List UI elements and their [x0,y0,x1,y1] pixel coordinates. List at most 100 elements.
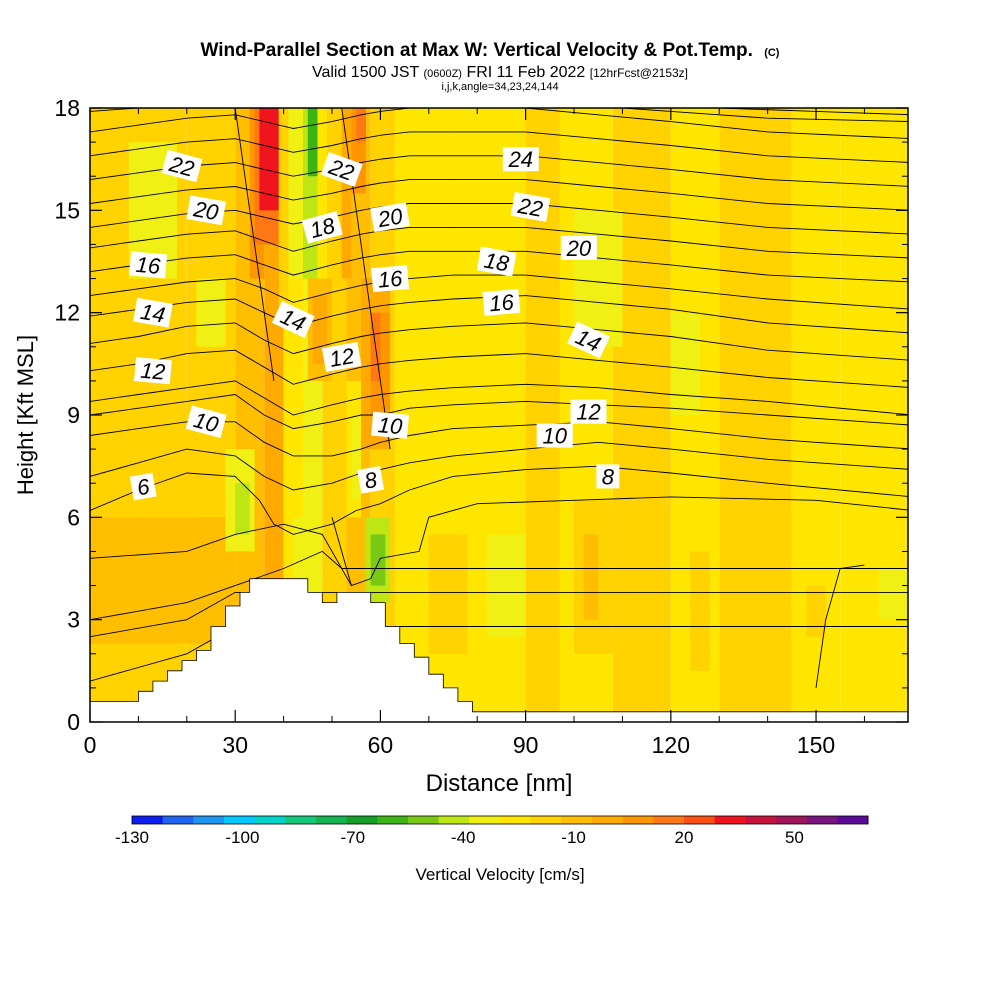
velocity-cell [690,551,710,671]
y-tick-label: 0 [67,709,80,735]
isentrope-label-text: 12 [140,358,167,385]
velocity-cell [428,534,468,654]
colorbar-swatch [469,816,501,824]
colorbar-swatch [377,816,409,824]
colorbar-tick-label: -100 [225,828,259,847]
isentrope-label-box [371,411,410,439]
isentrope-line [90,250,908,283]
velocity-cell [341,108,352,279]
isentrope-line [90,155,908,187]
colorbar-tick-label: 50 [785,828,804,847]
isentrope-label-text: 12 [576,400,600,425]
isentrope-label: 20 [560,235,597,261]
colorbar-swatch [530,816,562,824]
velocity-cell [612,108,671,722]
isentrope-label: 16 [371,265,410,293]
isentrope-label-box [596,464,620,489]
isentrope-line [90,226,908,259]
isentrope-line [90,349,908,388]
colorbar-swatch [837,816,869,824]
isentrope-label-box [133,357,172,385]
isentrope-label: 22 [161,149,203,183]
isentrope-label-text: 20 [191,196,221,225]
colorbar-swatch [438,816,470,824]
colorbar-swatch [745,816,777,824]
isentrope-label-box [161,149,203,183]
isentrope-label-box [133,297,173,328]
colorbar-swatch [500,816,532,824]
colorbar-swatch [561,816,593,824]
x-axis-label: Distance [nm] [426,770,573,797]
velocity-cell [327,108,342,279]
isentrope-label-box [185,405,227,439]
isentrope-label-box [570,399,607,424]
x-tick-label: 30 [222,732,248,758]
velocity-cell [806,585,826,637]
x-tick-label: 0 [84,732,97,758]
x-tick-label: 60 [368,732,394,758]
isentrope-label-text: 16 [135,252,162,279]
colorbar-swatch [592,816,624,824]
x-tick-label: 120 [652,732,690,758]
colorbar-swatch [224,816,256,824]
isentrope-label-text: 22 [515,193,544,222]
isentrope-line [90,295,908,334]
velocity-cell [307,108,318,177]
velocity-cell [312,295,328,364]
isentrope-label-box [567,321,610,359]
colorbar-swatch [622,816,654,824]
isentrope-label-text: 20 [566,236,592,261]
y-tick-label: 12 [54,300,80,326]
isentrope-line [90,322,908,361]
velocity-cell [370,534,386,586]
velocity-cell [90,517,236,644]
isentrope-label-text: 20 [375,203,405,232]
isentrope-label: 10 [371,411,410,439]
y-axis: 0 3 6 9 12 15 18 [54,95,908,735]
isentrope-label-text: 8 [363,467,380,494]
colorbar-swatch [776,816,808,824]
isentrope-label-box [129,472,157,501]
isentrope-label-text: 12 [328,343,356,372]
colorbar-tick-label: -40 [451,828,476,847]
valid-prefix: Valid 1500 JST [312,64,420,81]
isentrope-label-box [371,265,410,293]
isentrope-label-box [129,251,168,279]
isentrope-label-box [510,191,551,222]
isentrope-label-text: 6 [135,474,152,501]
x-tick-label: 150 [797,732,835,758]
isentrope-label: 12 [570,399,607,425]
colorbar-swatch [346,816,378,824]
isentrope-line [234,108,275,381]
isentrope-label-box [502,147,539,172]
colorbar-tick-label: -70 [341,828,366,847]
isentrope-label: 10 [536,423,573,449]
colorbar-swatch [408,816,440,824]
y-tick-label: 15 [54,197,80,223]
isentrope-line [90,591,908,638]
colorbar-swatch [684,816,716,824]
isentrope-label-box [186,195,227,226]
isentrope-label-box [271,301,315,338]
velocity-cell [317,108,328,279]
isentrope-lines [90,108,908,688]
isentrope-label-box [357,465,385,494]
isentrope-label-box [482,288,521,316]
valid-forecast: [12hrFcst@2153z] [590,66,688,80]
colorbar-tick-label: -130 [115,828,149,847]
isentrope-label-box [536,423,573,448]
isentrope-label-box [320,151,363,187]
isentrope-label-text: 14 [139,299,167,328]
isentrope-label-text: 10 [377,412,404,439]
isentrope-line [90,131,908,163]
colorbar-swatch [162,816,194,824]
isentrope-label: 22 [320,151,363,187]
isentrope-label: 16 [129,251,168,279]
isentrope-label-box [370,202,410,233]
isentrope-line [331,517,352,586]
y-tick-label: 9 [67,402,80,428]
isentrope-line [90,108,908,139]
colorbar-swatch [653,816,685,824]
